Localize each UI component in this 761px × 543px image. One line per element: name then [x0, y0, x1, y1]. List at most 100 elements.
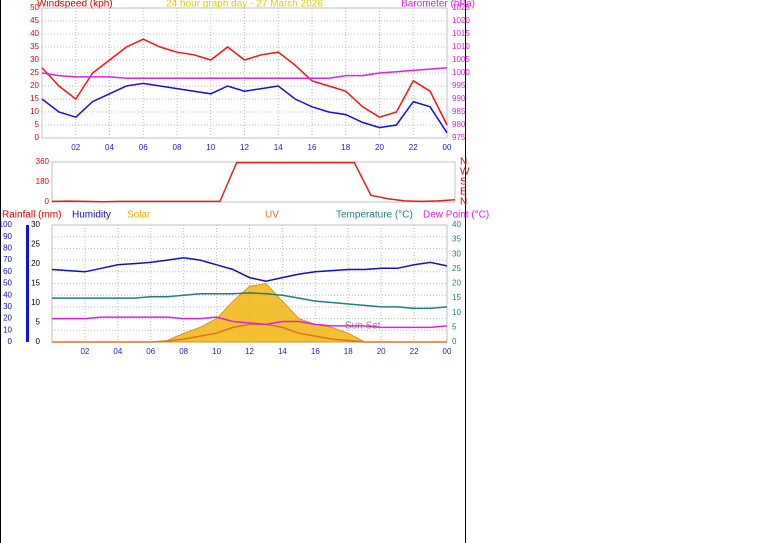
x-tick-label: 10 — [212, 347, 221, 356]
y-tick-label: 0 — [45, 197, 50, 206]
rain-tick-label: 25 — [31, 240, 40, 249]
y-tick-label: 40 — [3, 290, 12, 299]
y-tick-label: 70 — [3, 255, 12, 264]
x-tick-label: 10 — [206, 143, 215, 152]
x-tick-label: 04 — [113, 347, 122, 356]
line — [52, 323, 447, 343]
y2-axis-label: Temperature (°C) — [336, 210, 413, 221]
y-tick-label: 25 — [30, 68, 39, 77]
y2-tick-label: 1025 — [452, 3, 470, 12]
y-tick-label: 10 — [3, 325, 12, 334]
y-tick-label: 90 — [3, 232, 12, 241]
y2-tick-label: 1010 — [452, 42, 470, 51]
y2-tick-label: 1020 — [452, 16, 470, 25]
x-tick-label: 14 — [274, 143, 283, 152]
y-tick-label: 80 — [3, 244, 12, 253]
x-tick-label: 12 — [245, 347, 254, 356]
y2-tick-label: 5 — [452, 322, 457, 331]
y-tick-label: 0 — [35, 133, 40, 142]
y2-tick-label: 985 — [452, 107, 466, 116]
x-tick-label: 12 — [240, 143, 249, 152]
y2-tick-label: 1005 — [452, 55, 470, 64]
x-tick-label: 06 — [146, 347, 155, 356]
line — [41, 82, 448, 134]
y-tick-label: 50 — [30, 3, 39, 12]
y2-tick-label: 975 — [452, 133, 466, 142]
x-tick-label: 20 — [377, 347, 386, 356]
y-tick-label: 30 — [3, 302, 12, 311]
rain-tick-label: 30 — [31, 220, 40, 229]
y-tick-label: 50 — [3, 279, 12, 288]
x-tick-label: 22 — [410, 347, 419, 356]
y2-tick-label: E — [460, 187, 467, 198]
y-tick-label: 35 — [30, 42, 39, 51]
y-tick-label: 5 — [35, 120, 40, 129]
rain-tick-label: 15 — [31, 279, 40, 288]
x-tick-label: 20 — [375, 143, 384, 152]
x-tick-label: 14 — [278, 347, 287, 356]
line — [51, 161, 456, 203]
y2-tick-label: 25 — [452, 264, 461, 273]
y-tick-label: 60 — [3, 267, 12, 276]
y2-tick-label: N — [460, 157, 467, 168]
line — [52, 292, 448, 310]
legend-label: Humidity — [72, 210, 111, 221]
x-tick-label: 06 — [139, 143, 148, 152]
y-tick-label: 20 — [30, 81, 39, 90]
rain-tick-label: 10 — [31, 298, 40, 307]
y2-tick-label: N — [460, 197, 467, 208]
line — [52, 316, 448, 329]
x-tick-label: 00 — [443, 143, 452, 152]
y2-tick-label: 15 — [452, 293, 461, 302]
y2-tick-label: 1015 — [452, 29, 470, 38]
rain-tick-label: 20 — [31, 259, 40, 268]
y2-tick-label: 10 — [452, 308, 461, 317]
y-tick-label: 15 — [30, 94, 39, 103]
y-tick-label: 20 — [3, 314, 12, 323]
y-tick-label: 100 — [0, 220, 13, 229]
x-tick-label: 02 — [71, 143, 80, 152]
y2-tick-label: S — [460, 177, 467, 188]
y-tick-label: 45 — [30, 16, 39, 25]
y2-tick-label: 1000 — [452, 68, 470, 77]
x-tick-label: 18 — [344, 347, 353, 356]
x-tick-label: 16 — [311, 347, 320, 356]
rain-tick-label: 5 — [36, 318, 41, 327]
x-tick-label: 02 — [80, 347, 89, 356]
y2-tick-label: 30 — [452, 249, 461, 258]
y2-tick-label: 995 — [452, 81, 466, 90]
line — [41, 38, 448, 126]
line — [41, 67, 448, 79]
y2-tick-label: 980 — [452, 120, 466, 129]
y-tick-label: 40 — [30, 29, 39, 38]
chart-title: 24 hour graph day - 27 March 2026 — [166, 0, 323, 10]
legend-label: Dew Point (°C) — [423, 210, 489, 221]
y2-tick-label: 40 — [452, 220, 461, 229]
legend-label: UV — [265, 210, 279, 221]
y-axis-label: Windspeed (kph) — [37, 0, 113, 10]
y-tick-label: 360 — [36, 157, 50, 166]
rain-tick-label: 0 — [36, 337, 41, 346]
y-tick-label: 180 — [36, 177, 50, 186]
y-tick-label: 10 — [30, 107, 39, 116]
legend-label: Solar — [127, 210, 151, 221]
x-tick-label: 08 — [179, 347, 188, 356]
y-tick-label: 30 — [30, 55, 39, 64]
y2-tick-label: 990 — [452, 94, 466, 103]
y-axis-label: Rainfall (mm) — [2, 210, 61, 221]
y-tick-label: 0 — [8, 337, 13, 346]
y2-tick-label: 35 — [452, 235, 461, 244]
x-tick-label: 16 — [308, 143, 317, 152]
x-tick-label: 00 — [443, 347, 452, 356]
x-tick-label: 04 — [105, 143, 114, 152]
line — [51, 257, 448, 282]
x-tick-label: 08 — [173, 143, 182, 152]
x-tick-label: 18 — [341, 143, 350, 152]
rain-axis-bar — [26, 225, 29, 342]
x-tick-label: 22 — [409, 143, 418, 152]
y2-tick-label: 20 — [452, 279, 461, 288]
plot-area — [51, 161, 456, 203]
y2-tick-label: 0 — [452, 337, 457, 346]
y2-tick-label: W — [460, 167, 470, 178]
